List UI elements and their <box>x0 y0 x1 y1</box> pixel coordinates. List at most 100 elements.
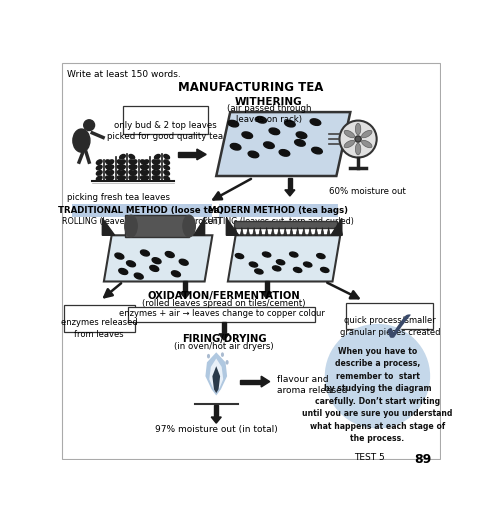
Text: only bud & 2 top leaves
picked for good quality tea: only bud & 2 top leaves picked for good … <box>107 120 223 141</box>
Ellipse shape <box>279 149 290 156</box>
Ellipse shape <box>235 254 244 258</box>
Polygon shape <box>277 227 281 235</box>
Ellipse shape <box>248 151 259 158</box>
FancyBboxPatch shape <box>346 303 433 329</box>
Text: (in oven/hot air dryers): (in oven/hot air dryers) <box>174 342 274 352</box>
Ellipse shape <box>152 257 161 264</box>
Ellipse shape <box>117 160 123 164</box>
Ellipse shape <box>97 165 102 170</box>
Ellipse shape <box>264 142 274 148</box>
Circle shape <box>355 136 361 142</box>
Polygon shape <box>327 227 330 235</box>
Ellipse shape <box>120 155 125 159</box>
Ellipse shape <box>255 269 263 274</box>
Ellipse shape <box>141 171 146 175</box>
Ellipse shape <box>120 160 125 164</box>
Ellipse shape <box>97 160 102 164</box>
Ellipse shape <box>294 140 305 146</box>
Ellipse shape <box>141 160 146 164</box>
Ellipse shape <box>230 143 241 150</box>
Ellipse shape <box>126 261 135 267</box>
Ellipse shape <box>225 360 229 364</box>
Ellipse shape <box>106 165 111 170</box>
FancyBboxPatch shape <box>234 221 337 229</box>
Ellipse shape <box>317 254 325 258</box>
Polygon shape <box>265 281 269 292</box>
Text: enzymes + air → leaves change to copper colour: enzymes + air → leaves change to copper … <box>119 309 324 318</box>
Text: (air passed through
leaves on rack): (air passed through leaves on rack) <box>227 104 311 125</box>
Ellipse shape <box>106 171 111 175</box>
Ellipse shape <box>115 253 124 259</box>
Polygon shape <box>209 358 223 393</box>
Polygon shape <box>309 227 312 235</box>
Ellipse shape <box>320 267 329 272</box>
Ellipse shape <box>154 155 160 159</box>
Text: When you have to
describe a process,
remember to  start
by studying the diagram
: When you have to describe a process, rem… <box>302 347 453 444</box>
Ellipse shape <box>84 120 95 131</box>
Polygon shape <box>222 322 226 334</box>
Polygon shape <box>265 227 268 235</box>
Polygon shape <box>285 190 295 196</box>
Polygon shape <box>214 405 218 417</box>
Polygon shape <box>302 227 305 235</box>
Ellipse shape <box>290 252 298 257</box>
Polygon shape <box>240 227 244 235</box>
Polygon shape <box>321 227 324 235</box>
Ellipse shape <box>131 165 137 170</box>
Text: quick process/smaller
granular pieces created: quick process/smaller granular pieces cr… <box>340 316 440 337</box>
Ellipse shape <box>152 176 158 180</box>
Ellipse shape <box>129 171 135 175</box>
Ellipse shape <box>119 268 128 275</box>
Ellipse shape <box>154 171 160 175</box>
Ellipse shape <box>143 160 148 164</box>
Ellipse shape <box>172 271 180 277</box>
Ellipse shape <box>310 119 321 126</box>
Ellipse shape <box>117 171 123 175</box>
Ellipse shape <box>165 252 174 257</box>
Ellipse shape <box>242 132 252 139</box>
Polygon shape <box>296 227 299 235</box>
Polygon shape <box>125 215 189 237</box>
Ellipse shape <box>141 176 146 180</box>
Polygon shape <box>205 352 227 396</box>
Ellipse shape <box>179 259 188 265</box>
Ellipse shape <box>73 129 90 152</box>
Text: MANUFACTURING TEA: MANUFACTURING TEA <box>178 81 324 94</box>
Ellipse shape <box>117 176 123 180</box>
Polygon shape <box>102 218 115 235</box>
Ellipse shape <box>164 171 170 175</box>
Text: flavour and
aroma released: flavour and aroma released <box>277 375 347 396</box>
Text: OXIDATION/FERMENTATION: OXIDATION/FERMENTATION <box>147 291 300 301</box>
Polygon shape <box>315 227 318 235</box>
FancyBboxPatch shape <box>123 106 208 134</box>
FancyBboxPatch shape <box>64 306 135 331</box>
Ellipse shape <box>228 120 239 127</box>
FancyBboxPatch shape <box>72 204 212 217</box>
Polygon shape <box>234 227 237 235</box>
Text: 97% moisture out (in total): 97% moisture out (in total) <box>155 424 278 434</box>
Polygon shape <box>253 227 256 235</box>
Ellipse shape <box>120 171 125 175</box>
Ellipse shape <box>97 171 102 175</box>
Text: Write at least 150 words.: Write at least 150 words. <box>68 70 181 79</box>
Ellipse shape <box>141 165 146 170</box>
Ellipse shape <box>131 176 137 180</box>
Ellipse shape <box>106 176 111 180</box>
Ellipse shape <box>108 176 114 180</box>
Polygon shape <box>246 227 249 235</box>
Ellipse shape <box>106 160 111 164</box>
Ellipse shape <box>120 176 125 180</box>
Ellipse shape <box>131 160 137 164</box>
Ellipse shape <box>129 176 135 180</box>
Polygon shape <box>197 149 206 160</box>
Ellipse shape <box>285 120 295 127</box>
Ellipse shape <box>263 252 271 257</box>
Text: 89: 89 <box>415 453 432 466</box>
Text: enzymes released
from leaves: enzymes released from leaves <box>61 318 138 339</box>
Ellipse shape <box>97 176 102 180</box>
Ellipse shape <box>129 160 135 164</box>
Ellipse shape <box>150 265 159 271</box>
Ellipse shape <box>344 140 355 148</box>
FancyBboxPatch shape <box>128 307 316 322</box>
Text: FIRING/DRYING: FIRING/DRYING <box>182 334 266 344</box>
